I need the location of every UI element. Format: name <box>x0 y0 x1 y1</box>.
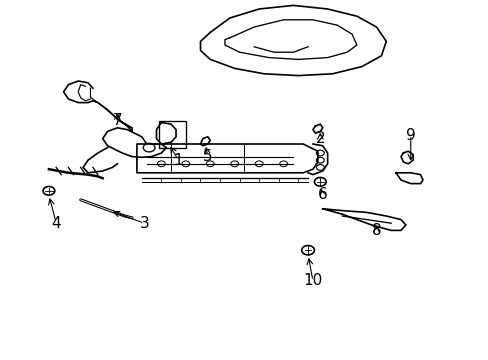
Text: 1: 1 <box>173 153 183 168</box>
Bar <box>159 121 185 148</box>
Text: 7: 7 <box>112 113 122 128</box>
Text: 10: 10 <box>303 273 322 288</box>
Text: 5: 5 <box>203 149 212 164</box>
Text: 2: 2 <box>315 131 325 146</box>
Text: 9: 9 <box>405 127 415 143</box>
Text: 8: 8 <box>371 223 381 238</box>
Text: 4: 4 <box>51 216 61 231</box>
Text: 3: 3 <box>139 216 149 231</box>
Text: 6: 6 <box>317 187 327 202</box>
